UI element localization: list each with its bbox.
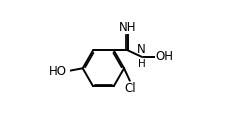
Text: N: N [137, 43, 146, 56]
Text: H: H [138, 59, 145, 69]
Text: OH: OH [155, 50, 173, 63]
Text: HO: HO [49, 65, 67, 78]
Text: Cl: Cl [124, 82, 136, 95]
Text: NH: NH [119, 21, 137, 34]
